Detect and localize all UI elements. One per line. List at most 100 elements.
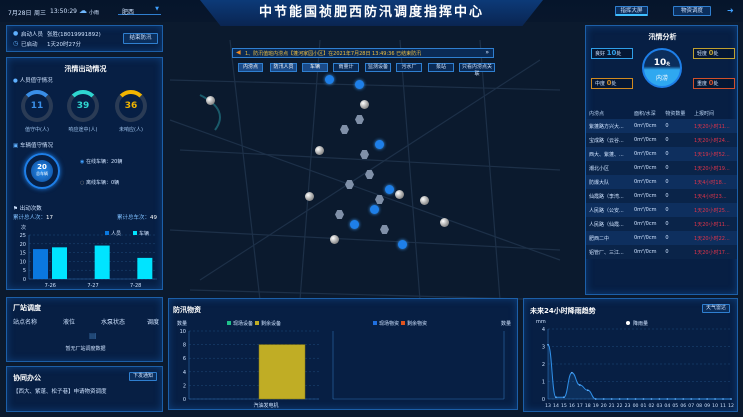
col-station-name: 站点名称 [13, 319, 38, 326]
table-row[interactable]: 潮北小区 0m²/0cm 0 1天20小时19... [586, 161, 737, 175]
waterlog-marker[interactable] [340, 125, 349, 134]
waterlog-marker[interactable] [375, 195, 384, 204]
table-row[interactable]: 仙霞路（李湾... 0m²/0cm 0 1天4小时23... [586, 189, 737, 203]
col-dispatch: 调度 [147, 319, 160, 326]
rain-point [610, 398, 613, 400]
rain-point [674, 398, 677, 400]
table-row[interactable]: 铝管厂、三江... 0m²/0cm 0 1天20小时17... [586, 245, 737, 259]
page-title: 中节能国祯肥西防汛调度指挥中心 [200, 0, 543, 26]
vehicle-marker[interactable] [375, 140, 384, 149]
table-cell: 0 [662, 217, 692, 231]
rain-point [666, 398, 669, 400]
y-tick-label: 3 [542, 345, 545, 351]
column-header: 内涝点 [589, 110, 605, 117]
x-tick-label: 04 [664, 403, 670, 409]
vehicle-total-label: 总车辆 [36, 171, 48, 176]
x-tick-label: 10 [712, 403, 718, 409]
station-title: 厂站调度 [13, 304, 41, 312]
city-select[interactable]: 肥西 ▼ [118, 5, 161, 16]
table-cell: 0 [662, 119, 692, 133]
weather-radar-button[interactable]: 天气雷达 [702, 304, 730, 313]
tab-sewage-plant[interactable]: 污水厂 [396, 63, 422, 72]
city-value: 肥西 [122, 9, 135, 16]
map-marker[interactable] [206, 96, 215, 105]
map-marker[interactable] [305, 192, 314, 201]
double-chevron-icon[interactable]: » [485, 49, 489, 56]
office-item[interactable]: 【西大、紫蓬、松子巷】申请物资调度 [13, 389, 107, 395]
nav-supply-dispatch[interactable]: 物资调度 [673, 6, 711, 16]
waterlog-marker[interactable] [335, 210, 344, 219]
table-cell: 紫蓬路方兴大... [586, 119, 631, 133]
legend-swatch [255, 321, 259, 325]
column-header: 面积/水深 [633, 110, 656, 117]
tab-pump-station[interactable]: 泵站 [428, 63, 454, 72]
vehicle-marker[interactable] [350, 220, 359, 229]
table-cell: 0m²/0cm [630, 161, 663, 175]
vehicle-marker[interactable] [370, 205, 379, 214]
personnel-ring: 36 [115, 90, 147, 122]
send-notice-button[interactable]: 下发通知 [129, 372, 157, 381]
online-vehicles: ◉ 在线车辆：20辆 [80, 159, 123, 165]
table-cell: 0m²/0cm [630, 133, 663, 147]
y-tick-label: 2 [542, 362, 545, 368]
table-row[interactable]: 人民路（仙霞... 0m²/0cm 0 1天20小时11... [586, 217, 737, 231]
notice-bar[interactable]: ◀ 1、防汛值班内涝点【蓬河家园小区】在2021年7月28日 13:49:36 … [232, 48, 494, 58]
end-flood-control-button[interactable]: 结束防汛 [123, 33, 158, 44]
y-tick-label: 25 [20, 233, 26, 239]
trips-chart: 0 5 10 15 20 25 次人员 车辆 7-26 7-27 7-28 [20, 224, 157, 289]
waterlog-marker[interactable] [345, 180, 354, 189]
vehicle-marker[interactable] [325, 75, 334, 84]
waterlog-marker[interactable] [365, 170, 374, 179]
rain-point [547, 343, 549, 346]
map-marker[interactable] [420, 196, 429, 205]
map-marker[interactable] [360, 100, 369, 109]
tab-monitor[interactable]: 监测设备 [365, 63, 391, 72]
table-row[interactable]: 宝成路（云谷... 0m²/0cm 0 1天20小时24... [586, 133, 737, 147]
rain-point [578, 384, 581, 386]
map-marker[interactable] [315, 146, 324, 155]
table-cell: 1天19小时52... [691, 147, 737, 161]
logout-icon[interactable]: ➜ [727, 6, 734, 15]
rain-point [698, 398, 701, 400]
table-row[interactable]: 防爆大队 0m²/0cm 0 1天4小时18... [586, 175, 737, 189]
launch-person-label: 启动人员 [21, 32, 44, 38]
vehicle-marker[interactable] [385, 185, 394, 194]
waterlog-marker[interactable] [360, 150, 369, 159]
flag-icon: ⚑ [13, 206, 18, 212]
column-header: 物资数量 [665, 110, 686, 117]
x-tick-label: 06 [680, 403, 686, 409]
tab-vehicles[interactable]: 车辆 [302, 63, 328, 72]
map-marker[interactable] [395, 190, 404, 199]
legend-label: 剩余设备 [261, 320, 281, 327]
empty-data-icon: ▤ [89, 331, 97, 340]
x-tick-label: 03 [656, 403, 662, 409]
x-tick-label: 07 [688, 403, 694, 409]
person-icon: ● [13, 30, 19, 37]
bar [52, 247, 67, 279]
vehicle-marker[interactable] [398, 240, 407, 249]
y-tick-label: 0 [542, 397, 545, 403]
vehicle-marker[interactable] [355, 80, 364, 89]
map-marker[interactable] [440, 218, 449, 227]
rain-point [634, 398, 637, 400]
waterlog-marker[interactable] [355, 115, 364, 124]
table-cell: 铝管厂、三江... [586, 245, 631, 259]
nav-command-screen[interactable]: 指挥大屏 [615, 6, 648, 16]
station-panel: 厂站调度 站点名称 液位 水泵状态 调度 ▤ 暂无厂站调度数据 [6, 297, 163, 362]
legend-label: 人员 [111, 231, 121, 237]
table-row[interactable]: 西大、紫蓬、... 0m²/0cm 0 1天19小时52... [586, 147, 737, 161]
map-marker[interactable] [330, 235, 339, 244]
x-tick-label: 01 [641, 403, 647, 409]
table-row[interactable]: 紫蓬路方兴大... 0m²/0cm 0 1天20小时11... [586, 119, 737, 133]
y-tick-label: 4 [542, 327, 545, 333]
table-row[interactable]: 人民路（公安... 0m²/0cm 0 1天20小时25... [586, 203, 737, 217]
table-row[interactable]: 肥西二中 0m²/0cm 0 1天20小时22... [586, 231, 737, 245]
dispatch-title: 汛情出动情况 [64, 65, 107, 73]
x-tick-label: 7-26 [45, 283, 56, 289]
tab-waterlog-linked[interactable]: 只看内涝点关联 [459, 63, 495, 77]
tab-personnel[interactable]: 防汛人员 [270, 63, 297, 72]
tab-rain-gauge[interactable]: 雨量计 [333, 63, 359, 72]
tab-waterlog[interactable]: 内涝点 [238, 63, 263, 72]
waterlog-marker[interactable] [380, 225, 389, 234]
